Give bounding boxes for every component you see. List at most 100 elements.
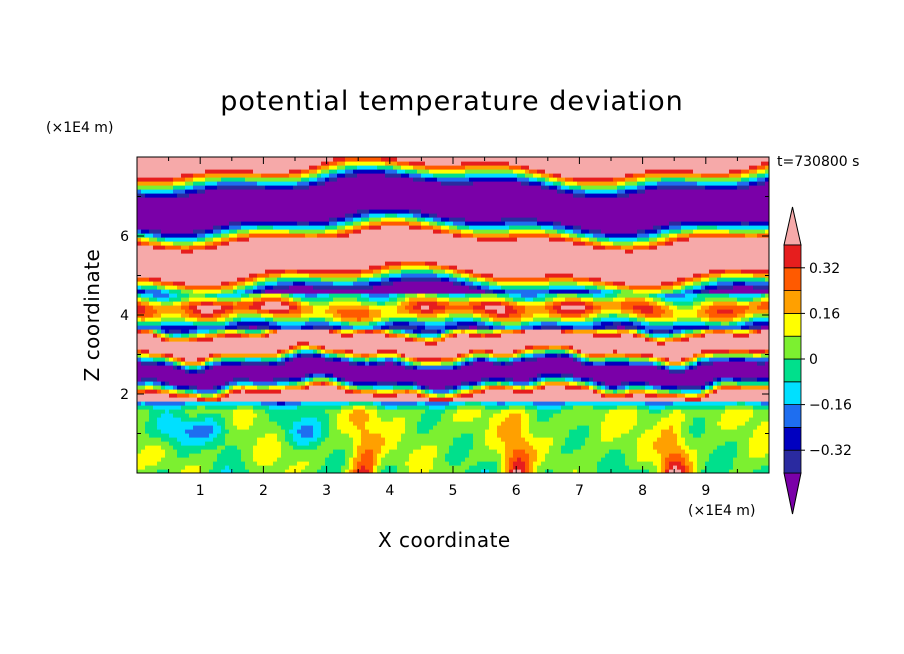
contour-cell (749, 333, 769, 338)
contour-cell (197, 365, 202, 370)
contour-cell (521, 425, 530, 430)
contour-cell (533, 433, 570, 438)
contour-cell (637, 329, 642, 334)
contour-cell (553, 221, 562, 226)
contour-cell (277, 281, 294, 286)
contour-cell (653, 225, 662, 230)
contour-cell (241, 225, 258, 230)
contour-cell (717, 285, 734, 290)
contour-cell (545, 381, 570, 386)
contour-cell (213, 429, 222, 434)
contour-cell (257, 437, 278, 442)
contour-cell (441, 361, 454, 366)
contour-cell (253, 285, 258, 290)
contour-cell (149, 329, 154, 334)
contour-cell (533, 469, 538, 473)
contour-cell (637, 317, 646, 322)
contour-cell (697, 293, 730, 298)
contour-cell (565, 329, 574, 334)
contour-cell (137, 293, 142, 298)
contour-cell (573, 373, 769, 378)
contour-cell (293, 349, 298, 354)
contour-cell (333, 349, 346, 354)
contour-cell (337, 173, 346, 178)
contour-cell (205, 405, 238, 410)
contour-cell (381, 277, 390, 282)
contour-cell (553, 441, 566, 446)
contour-cell (593, 385, 598, 390)
contour-cell (565, 385, 582, 390)
contour-cell (601, 457, 626, 462)
contour-cell (437, 213, 769, 218)
contour-cell (209, 433, 218, 438)
contour-cell (345, 225, 354, 230)
contour-cell (137, 269, 266, 274)
contour-cell (237, 229, 250, 234)
contour-cell (701, 357, 710, 362)
contour-cell (661, 385, 678, 390)
contour-cell (537, 417, 550, 422)
contour-cell (261, 173, 290, 178)
contour-cell (353, 325, 374, 330)
contour-cell (657, 245, 769, 250)
contour-cell (365, 405, 378, 410)
contour-cell (189, 293, 206, 298)
contour-cell (529, 377, 534, 382)
contour-cell (645, 389, 658, 394)
contour-cell (701, 397, 769, 402)
contour-cell (249, 377, 274, 382)
contour-cell (217, 317, 226, 322)
contour-cell (517, 349, 522, 354)
contour-cell (473, 385, 482, 390)
contour-cell (357, 449, 366, 454)
contour-cell (357, 461, 374, 466)
contour-cell (185, 189, 198, 194)
contour-cell (585, 241, 594, 246)
contour-cell (377, 357, 386, 362)
contour-cell (749, 325, 762, 330)
contour-cell (209, 469, 222, 473)
contour-cell (493, 317, 522, 322)
contour-cell (473, 417, 490, 422)
contour-cell (285, 385, 302, 390)
contour-cell (297, 305, 302, 310)
contour-cell (277, 437, 286, 442)
contour-cell (345, 349, 354, 354)
contour-cell (189, 245, 206, 250)
contour-cell (417, 381, 462, 386)
contour-cell (337, 385, 342, 390)
contour-cell (289, 381, 298, 386)
contour-cell (345, 165, 358, 170)
contour-cell (745, 233, 758, 238)
contour-cell (369, 321, 378, 326)
contour-cell (137, 197, 769, 202)
contour-cell (361, 389, 378, 394)
contour-cell (337, 165, 346, 170)
contour-cell (497, 293, 510, 298)
contour-cell (381, 265, 390, 270)
contour-cell (517, 173, 526, 178)
contour-cell (305, 377, 310, 382)
contour-cell (377, 461, 382, 466)
contour-cell (481, 377, 490, 382)
contour-cell (485, 429, 498, 434)
contour-cell (165, 385, 174, 390)
contour-cell (137, 225, 214, 230)
contour-cell (213, 417, 226, 422)
contour-cell (429, 393, 438, 398)
contour-cell (461, 161, 510, 166)
y-tick-label: 6 (120, 229, 129, 245)
contour-cell (533, 401, 566, 406)
contour-cell (293, 357, 326, 362)
contour-cell (661, 281, 674, 286)
contour-cell (533, 297, 546, 302)
contour-cell (393, 165, 402, 170)
contour-cell (281, 273, 310, 278)
contour-cell (673, 333, 682, 338)
contour-cell (365, 357, 370, 362)
contour-cell (349, 461, 354, 466)
contour-cell (253, 169, 290, 174)
contour-cell (757, 361, 766, 366)
contour-cell (461, 393, 474, 398)
contour-cell (533, 385, 538, 390)
